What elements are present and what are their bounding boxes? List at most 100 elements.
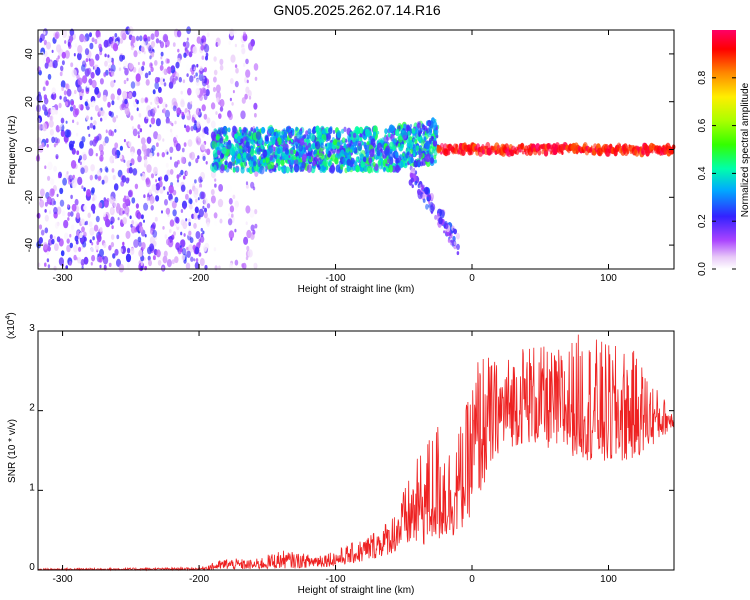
spectrogram-dot: [65, 173, 69, 179]
spectrogram-dot: [127, 190, 133, 198]
spectrogram-dot: [118, 47, 121, 51]
spectrogram-dot: [137, 134, 140, 139]
spectrogram-dot: [196, 121, 201, 129]
spectrogram-dot: [373, 131, 377, 137]
spectrogram-dot: [410, 177, 414, 183]
spectrogram-dot: [143, 219, 145, 223]
spectrogram-dot: [156, 152, 160, 157]
spectrogram-dot: [227, 161, 233, 169]
spectrogram-dot: [98, 43, 102, 50]
spectrogram-dot: [40, 229, 45, 236]
spectrogram-dot: [181, 111, 185, 117]
spectrogram-dot: [89, 122, 94, 129]
colorbar-ticks: 0.0 0.2 0.4 0.6 0.8: [697, 70, 736, 276]
spectrogram-dot: [290, 129, 293, 134]
spectrogram-dot: [99, 154, 104, 162]
spectrogram-dot: [210, 195, 216, 204]
spectrogram-dot: [138, 240, 142, 247]
spectrogram-dot: [144, 159, 148, 165]
spectrogram-dot: [111, 168, 115, 173]
spectrogram-dot: [219, 137, 224, 144]
spectrogram-dot: [56, 236, 61, 243]
spectrogram-dot: [234, 205, 238, 211]
spectrogram-dot: [81, 64, 86, 72]
spectrogram-dot: [46, 196, 52, 205]
spectrogram-dot: [91, 242, 94, 246]
spectrogram-dot: [65, 265, 68, 270]
spectrogram-dot: [93, 224, 99, 232]
spectrogram-dot: [422, 124, 426, 131]
spectrogram-dot: [425, 153, 431, 163]
spectrogram-dot: [413, 160, 418, 168]
spectrogram-dot: [193, 258, 196, 262]
spectrogram-dot: [71, 100, 74, 106]
spectrogram-dot: [61, 86, 64, 91]
spectrogram-dot: [47, 243, 50, 247]
spectrogram-dot: [70, 62, 74, 68]
spectrogram-dot: [186, 250, 191, 258]
spectrogram-dot: [216, 97, 220, 103]
spectrogram-dot: [111, 61, 115, 66]
spectrogram-dot: [119, 99, 122, 104]
spectrogram-dot: [106, 197, 110, 203]
spectrogram-dot: [44, 201, 48, 207]
colorbar: 0.0 0.2 0.4 0.6 0.8 Normalized spectral ampl…: [697, 30, 750, 276]
snr-x-label: Height of straight line (km): [298, 585, 415, 596]
spectrogram-dot: [250, 156, 254, 162]
spectrogram-dot: [183, 52, 187, 58]
spectrogram-dot: [187, 87, 192, 96]
spectrogram-dot: [90, 116, 93, 121]
spectrogram-dot: [415, 145, 420, 152]
spectrogram-dot: [76, 150, 80, 155]
spectrogram-dot: [150, 33, 155, 40]
spectrogram-dot: [99, 227, 103, 232]
spectrogram-dot: [417, 162, 421, 168]
spectrogram-dot: [439, 209, 445, 219]
spectrogram-dot: [317, 165, 321, 171]
spectrogram-dot: [232, 194, 236, 199]
spectrogram-dot: [354, 161, 358, 167]
spectrogram-dot: [177, 48, 180, 53]
spectrogram-dot: [277, 165, 281, 172]
spectrogram-dot: [146, 196, 150, 202]
spectrogram-dot: [172, 209, 177, 217]
spectrogram-dot: [327, 150, 331, 156]
spectrogram-dot: [148, 71, 151, 76]
spectrogram-dot: [125, 230, 131, 239]
spectrogram-dot: [411, 184, 414, 189]
spectrogram-dot: [63, 232, 69, 240]
spectrogram-dot: [180, 184, 186, 192]
spectrogram-dot: [95, 53, 100, 61]
spectrogram-dot: [55, 155, 58, 159]
svg-text:(x104): (x104): [5, 312, 17, 339]
spectrogram-dot: [54, 243, 59, 252]
spectrogram-dot: [43, 94, 48, 100]
colorbar-tick-label: 0.8: [697, 70, 708, 84]
spectrogram-dot: [235, 67, 239, 74]
spectrogram-dot: [115, 115, 118, 119]
spectrogram-dot: [159, 41, 165, 49]
spectrogram-dot: [438, 217, 443, 225]
spectrogram-dot: [45, 80, 49, 86]
spectrogram-dot: [181, 200, 188, 209]
spectrogram-dot: [245, 69, 251, 78]
spectrogram-dot: [205, 55, 208, 61]
spectrogram-dot: [128, 167, 133, 174]
spectrogram-dot: [125, 253, 132, 263]
spectrogram-dot: [131, 35, 136, 44]
spectrogram-dot: [185, 64, 191, 72]
spectrogram-dot: [53, 235, 56, 240]
spectrogram-dot: [91, 79, 97, 89]
spectrogram-dot: [144, 234, 147, 238]
spectrogram-dot: [360, 160, 366, 168]
spectrogram-dot: [349, 143, 352, 147]
spectrogram-dot: [137, 124, 141, 130]
spectrogram-dot: [195, 78, 200, 86]
spectrogram-dot: [121, 102, 126, 111]
spectrogram-dot: [138, 113, 142, 118]
y-tick-label: 20: [24, 96, 35, 108]
spectrogram-dot: [190, 125, 194, 132]
spectrogram-dot: [144, 72, 149, 79]
spectrogram-dot: [194, 206, 199, 214]
spectrogram-dot: [144, 96, 149, 104]
